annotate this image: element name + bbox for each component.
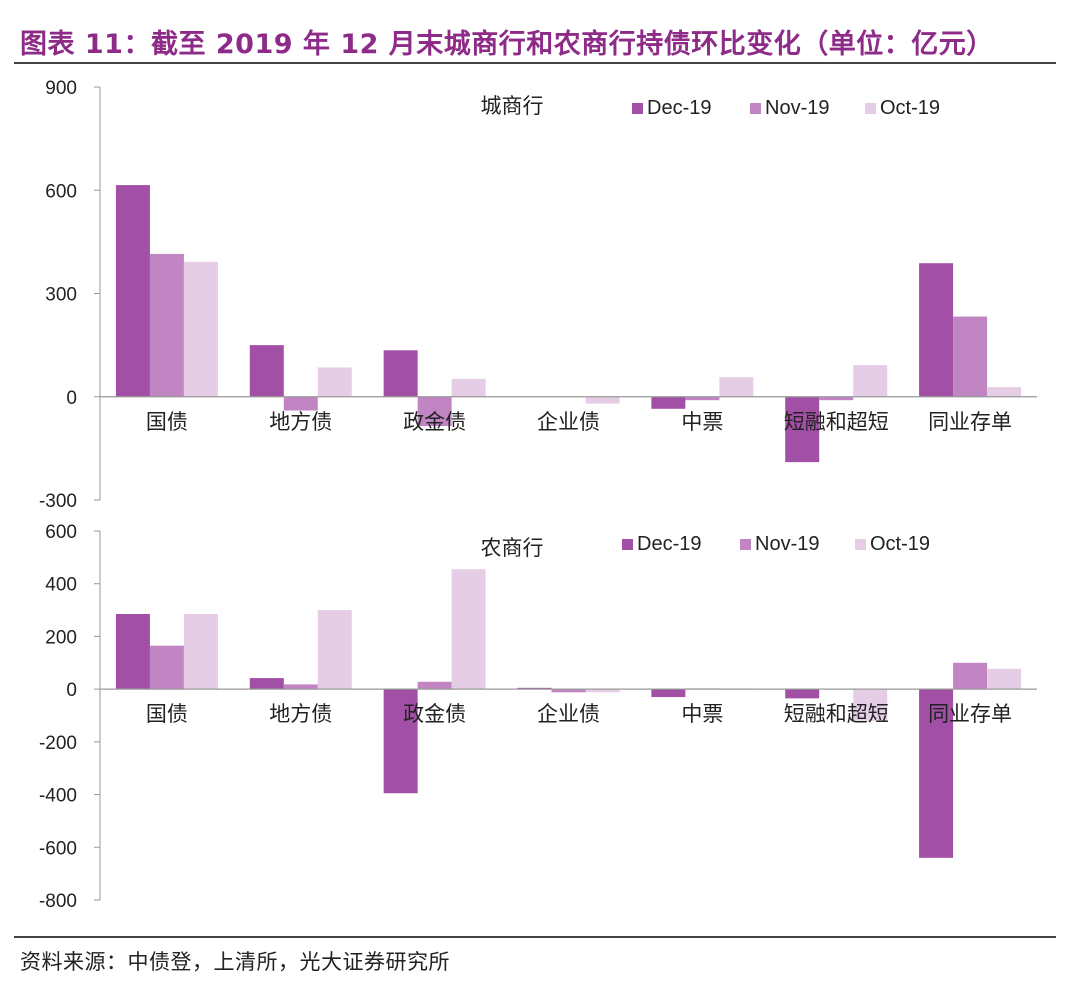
chart1-y-tick-label: 600 bbox=[45, 181, 77, 202]
chart2-bar bbox=[115, 614, 150, 690]
chart1-legend-label: Dec-19 bbox=[647, 97, 711, 119]
chart1-category-label: 国债 bbox=[146, 410, 188, 434]
chart1-y-tick-label: 0 bbox=[66, 388, 77, 409]
chart1-y-tick-label: -300 bbox=[39, 491, 77, 512]
chart2-bar bbox=[953, 662, 988, 690]
chart1-bar bbox=[585, 396, 620, 404]
chart1-category-label: 企业债 bbox=[537, 410, 600, 434]
bottom-rule bbox=[14, 936, 1056, 938]
chart1-bar bbox=[115, 185, 150, 397]
chart1-bar bbox=[853, 365, 888, 397]
chart2-legend-label: Oct-19 bbox=[870, 533, 930, 555]
chart2-bar bbox=[987, 668, 1022, 690]
chart2-category-label: 中票 bbox=[681, 702, 723, 726]
chart1-panel-title: 城商行 bbox=[481, 94, 544, 118]
chart1-legend-swatch bbox=[632, 103, 643, 114]
figure-title: 图表 11：截至 2019 年 12 月末城商行和农商行持债环比变化（单位：亿元… bbox=[20, 29, 994, 60]
chart2-legend-swatch bbox=[622, 539, 633, 550]
chart1-category-label: 同业存单 bbox=[928, 410, 1012, 434]
chart2-bar bbox=[383, 689, 418, 794]
chart1-bar bbox=[719, 377, 754, 397]
chart2-y-tick-label: 200 bbox=[45, 627, 77, 648]
chart2-bar bbox=[183, 614, 218, 690]
chart1-category-label: 政金债 bbox=[403, 410, 466, 434]
chart2-bar bbox=[551, 689, 586, 693]
chart1-bar bbox=[651, 396, 686, 409]
chart1-bar bbox=[383, 350, 418, 397]
chart2-y-tick-label: 600 bbox=[45, 522, 77, 543]
chart2-category-label: 同业存单 bbox=[928, 702, 1012, 726]
chart2-legend-label: Nov-19 bbox=[755, 533, 819, 555]
chart1-bar bbox=[953, 316, 988, 397]
chart2-category-label: 短融和超短 bbox=[784, 702, 889, 726]
chart2-bar bbox=[283, 684, 318, 690]
chart2-panel-title: 农商行 bbox=[481, 536, 544, 560]
chart1-bar bbox=[417, 396, 452, 427]
chart1-bar bbox=[785, 396, 820, 463]
chart2-category-label: 政金债 bbox=[403, 702, 466, 726]
chart1-legend-label: Oct-19 bbox=[880, 97, 940, 119]
top-rule bbox=[14, 62, 1056, 64]
chart1-legend-swatch bbox=[865, 103, 876, 114]
chart1-bar bbox=[149, 253, 184, 397]
chart2-bar bbox=[517, 687, 552, 690]
chart1-bar bbox=[819, 396, 854, 401]
chart1-bar bbox=[317, 367, 352, 397]
chart1-category-label: 中票 bbox=[681, 410, 723, 434]
chart2-bar bbox=[417, 681, 452, 690]
chart1-y-tick-label: 300 bbox=[45, 285, 77, 306]
chart2-category-label: 地方债 bbox=[269, 702, 332, 726]
chart2-bar bbox=[149, 645, 184, 690]
chart1-bar bbox=[249, 345, 284, 397]
chart1-bar bbox=[451, 378, 486, 397]
chart1-bar bbox=[685, 396, 720, 401]
chart2-bar bbox=[785, 689, 820, 699]
chart2-y-tick-label: -200 bbox=[39, 733, 77, 754]
chart1-bar bbox=[987, 387, 1022, 397]
chart2-bar bbox=[585, 689, 620, 693]
chart2-bar bbox=[317, 610, 352, 690]
chart2-y-tick-label: -600 bbox=[39, 838, 77, 859]
chart2-legend-swatch bbox=[740, 539, 751, 550]
chart2-bar bbox=[651, 689, 686, 698]
chart2-y-tick-label: 0 bbox=[66, 680, 77, 701]
chart2-category-label: 国债 bbox=[146, 702, 188, 726]
chart2-y-tick-label: -400 bbox=[39, 786, 77, 807]
chart2-legend-label: Dec-19 bbox=[637, 533, 701, 555]
chart2-bar bbox=[249, 678, 284, 690]
chart2-category-label: 企业债 bbox=[537, 702, 600, 726]
chart2-y-tick-label: -800 bbox=[39, 891, 77, 912]
chart1-category-label: 地方债 bbox=[269, 410, 332, 434]
chart2-bar bbox=[919, 689, 954, 858]
source-note: 资料来源：中债登，上清所，光大证券研究所 bbox=[20, 950, 450, 974]
chart1-category-label: 短融和超短 bbox=[784, 410, 889, 434]
chart1-legend-label: Nov-19 bbox=[765, 97, 829, 119]
chart1-y-tick-label: 900 bbox=[45, 78, 77, 99]
chart2-legend-swatch bbox=[855, 539, 866, 550]
chart2-y-tick-label: 400 bbox=[45, 575, 77, 596]
chart2-bar bbox=[853, 689, 888, 721]
chart1-bar bbox=[183, 261, 218, 397]
chart1-bar bbox=[919, 263, 954, 397]
chart1-bar bbox=[283, 396, 318, 411]
chart1-legend-swatch bbox=[750, 103, 761, 114]
chart2-bar bbox=[451, 569, 486, 690]
